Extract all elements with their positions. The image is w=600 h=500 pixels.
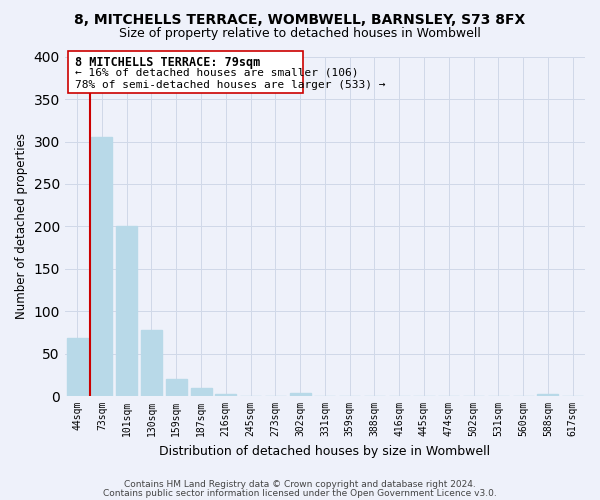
Text: Contains public sector information licensed under the Open Government Licence v3: Contains public sector information licen… (103, 488, 497, 498)
Text: Size of property relative to detached houses in Wombwell: Size of property relative to detached ho… (119, 28, 481, 40)
Bar (116, 226, 137, 396)
Text: 8, MITCHELLS TERRACE, WOMBWELL, BARNSLEY, S73 8FX: 8, MITCHELLS TERRACE, WOMBWELL, BARNSLEY… (74, 12, 526, 26)
Bar (141, 330, 162, 396)
Text: ← 16% of detached houses are smaller (106): ← 16% of detached houses are smaller (10… (75, 68, 359, 78)
Bar (166, 379, 187, 396)
Bar (538, 394, 559, 396)
Bar (91, 138, 112, 396)
FancyBboxPatch shape (68, 51, 303, 93)
Y-axis label: Number of detached properties: Number of detached properties (15, 134, 28, 320)
Text: 8 MITCHELLS TERRACE: 79sqm: 8 MITCHELLS TERRACE: 79sqm (75, 56, 260, 69)
Text: Contains HM Land Registry data © Crown copyright and database right 2024.: Contains HM Land Registry data © Crown c… (124, 480, 476, 489)
Bar (290, 392, 311, 396)
Bar (67, 338, 88, 396)
Bar (191, 388, 212, 396)
Text: 78% of semi-detached houses are larger (533) →: 78% of semi-detached houses are larger (… (75, 80, 386, 90)
Bar (215, 394, 236, 396)
X-axis label: Distribution of detached houses by size in Wombwell: Distribution of detached houses by size … (160, 444, 490, 458)
